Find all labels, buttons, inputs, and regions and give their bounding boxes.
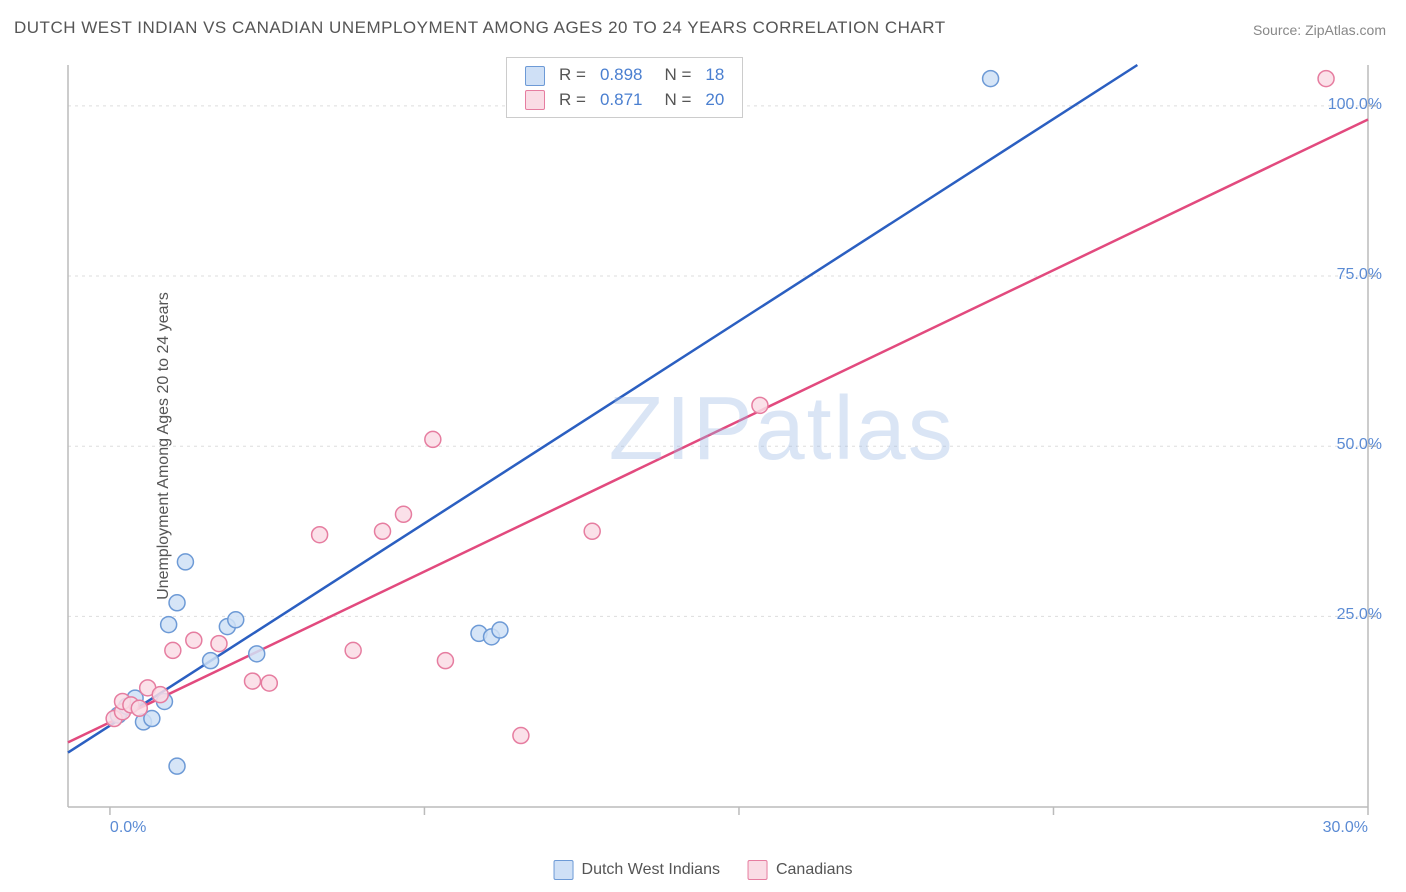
axis-tick-label: 0.0%: [110, 819, 146, 837]
chart-title: DUTCH WEST INDIAN VS CANADIAN UNEMPLOYME…: [14, 18, 946, 38]
stats-row: R =0.871N =20: [519, 89, 730, 112]
legend-item: Canadians: [748, 860, 853, 880]
legend-item: Dutch West Indians: [554, 860, 720, 880]
legend-swatch: [748, 860, 768, 880]
axis-tick-label: 100.0%: [1328, 96, 1382, 114]
legend: Dutch West Indians Canadians: [554, 860, 853, 880]
stats-row: R =0.898N =18: [519, 64, 730, 87]
plot-area: ZIPatlas R =0.898N =18R =0.871N =20: [50, 55, 1380, 825]
correlation-stats-box: R =0.898N =18R =0.871N =20: [506, 57, 743, 118]
axis-tick-label: 75.0%: [1337, 266, 1382, 284]
chart-source: Source: ZipAtlas.com: [1253, 22, 1386, 38]
legend-label: Dutch West Indians: [582, 861, 720, 879]
axis-tick-label: 25.0%: [1337, 606, 1382, 624]
legend-label: Canadians: [776, 861, 853, 879]
scatter-chart: [50, 55, 1380, 825]
axis-tick-label: 50.0%: [1337, 436, 1382, 454]
legend-swatch: [554, 860, 574, 880]
axis-tick-label: 30.0%: [1323, 819, 1368, 837]
